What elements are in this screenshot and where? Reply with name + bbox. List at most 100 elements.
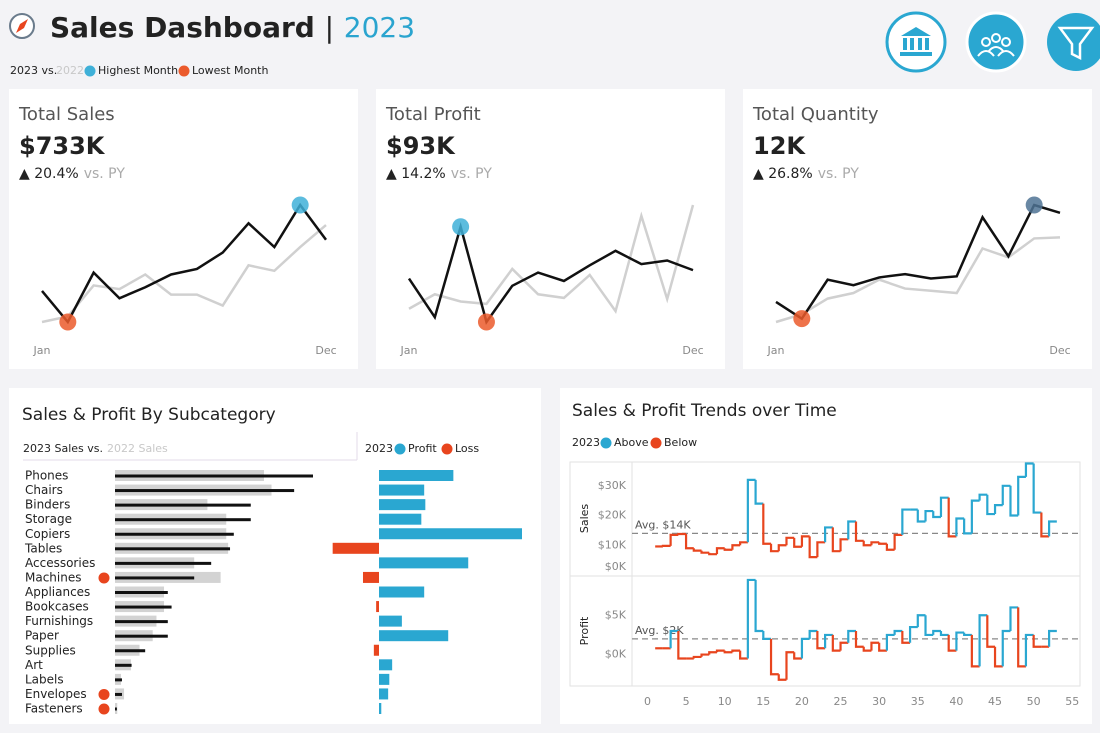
panel-axis-title: Profit [578,616,591,645]
step-segment [746,578,756,659]
change-comparison: vs. PY [451,166,493,182]
lowest-month-dot [59,313,77,331]
kpi-title: Total Sales [18,104,115,125]
profit-bar [332,542,379,554]
header-legend: 2023 vs. 2022 Highest Month Lowest Month [10,64,268,77]
step-segment [769,638,779,676]
step-segment [692,655,702,659]
step-segment [986,494,996,516]
profit-bar [379,673,390,685]
step-segment [978,614,988,667]
plot-frame [569,461,1081,687]
customers-button[interactable] [965,11,1027,73]
step-segment [854,631,864,648]
step-segment [932,511,941,519]
step-segment [978,493,988,501]
profit-heading-loss: Loss [455,442,479,455]
step-segment [700,653,710,657]
step-segment [963,632,972,637]
change-comparison: vs. PY [84,166,126,182]
profit-bar [379,615,402,627]
step-segment [955,631,965,651]
current-sales-bar [115,663,132,667]
step-segment [1001,484,1011,506]
step-segment [878,542,887,545]
category-label: Fasteners [25,702,83,716]
category-label: Supplies [25,643,76,657]
step-segment [800,535,810,547]
current-year-line [407,222,694,325]
legend-highest-swatch [84,65,96,77]
step-segment [731,544,741,550]
profit-heading-year: 2023 [365,442,393,455]
profit-bar [379,557,469,569]
x-tick-label: 30 [872,695,886,708]
y-tick-label: $10K [598,538,627,551]
step-segment [1032,463,1042,514]
bank-button[interactable] [885,11,947,73]
x-tick-label: 55 [1065,695,1079,708]
filter-button[interactable] [1047,13,1100,71]
step-segment [739,650,748,660]
step-segment [785,536,795,546]
profit-bar [379,470,454,481]
x-tick-label: 15 [756,695,770,708]
step-segment [1017,475,1026,516]
step-segment [862,646,872,652]
step-segment [885,543,895,551]
step-segment [939,631,949,637]
category-label: Storage [25,512,72,526]
x-tick-label: 20 [795,695,809,708]
step-segment [777,544,787,552]
profit-bar [373,644,379,656]
step-segment [932,629,941,635]
card [9,388,541,724]
highest-month-dot [452,218,470,236]
current-sales-bar [115,620,168,624]
profit-bar [379,513,422,525]
step-segment [824,633,833,649]
legend-below: Below [664,436,697,449]
x-tick-label: Jan [400,344,418,357]
card [376,89,725,369]
step-segment [762,503,772,545]
category-label: Bookcases [25,600,89,614]
step-segment [1048,629,1057,647]
step-segment [816,541,826,558]
x-tick-label: 40 [949,695,963,708]
category-label: Labels [25,672,64,686]
step-segment [831,634,841,652]
prior-year-line [41,224,327,324]
category-label: Accessories [25,556,95,570]
prior-year-line [775,236,1061,324]
current-sales-bar [115,561,212,565]
highest-month-dot [291,196,309,214]
title-separator: | [325,11,334,44]
highest-month-dot [1025,196,1043,214]
sales-heading-previous: 2022 Sales [107,442,168,455]
category-label: Phones [25,469,68,483]
step-segment [677,631,687,660]
category-label: Tables [24,541,62,555]
profit-heading-profit: Profit [408,442,437,455]
profit-bar [379,484,425,496]
step-segment [986,615,996,648]
kpi-title: Total Quantity [752,104,879,125]
step-segment [1024,633,1034,667]
kpi-value: 12K [753,132,806,160]
current-sales-bar [115,518,251,522]
category-label: Envelopes [25,687,87,701]
y-tick-label: $20K [598,509,627,522]
step-segment [885,633,895,651]
category-label: Furnishings [25,614,93,628]
current-sales-bar [115,489,295,493]
legend-year: 2023 [572,436,600,449]
step-segment [839,538,849,552]
step-segment [684,533,694,550]
profit-bar [379,586,425,598]
current-sales-bar [115,532,234,536]
step-segment [862,540,872,547]
profit-bar [379,659,393,671]
x-tick-label: 10 [718,695,732,708]
step-segment [924,615,934,637]
